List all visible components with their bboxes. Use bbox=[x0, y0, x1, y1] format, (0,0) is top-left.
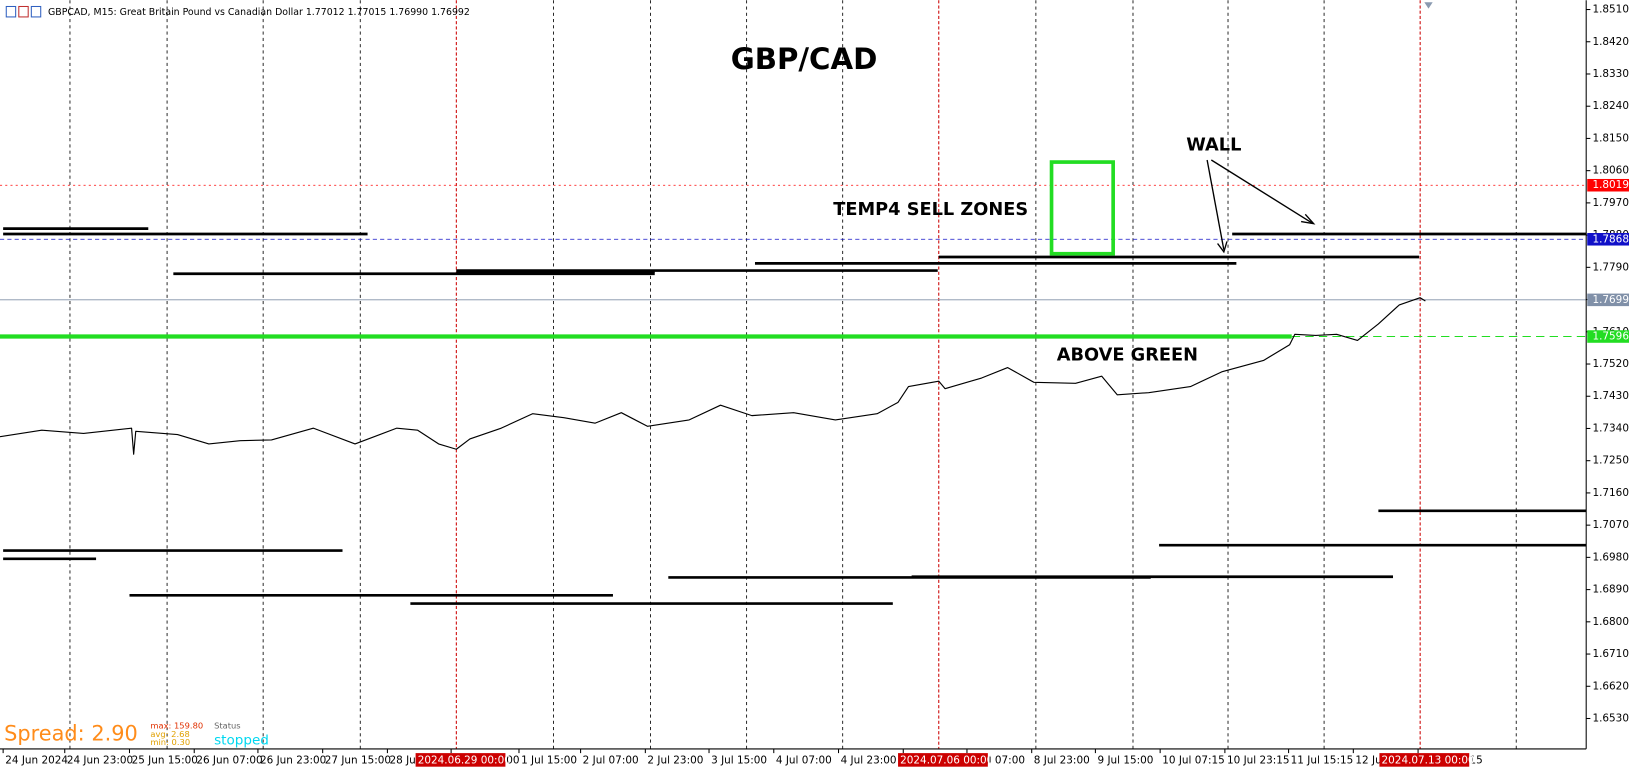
spread-avg: avg: 2.68 bbox=[150, 729, 189, 739]
x-tick-label: 26 Jun 07:00 bbox=[196, 754, 262, 766]
y-tick-label: 1.83300 bbox=[1592, 68, 1629, 80]
separator-label: 2024.07.13 00:00 bbox=[1382, 754, 1475, 766]
y-tick-label: 1.72500 bbox=[1592, 455, 1629, 467]
x-tick-label: 24 Jun 23:00 bbox=[67, 754, 133, 766]
y-tick-label: 1.75200 bbox=[1592, 358, 1629, 370]
price-tag-label: 1.75968 bbox=[1592, 331, 1629, 343]
y-tick-label: 1.70700 bbox=[1592, 519, 1629, 531]
y-tick-label: 1.84200 bbox=[1592, 36, 1629, 48]
x-tick-label: 10 Jul 07:15 bbox=[1162, 754, 1225, 766]
price-tag-label: 1.80193 bbox=[1592, 179, 1629, 191]
chart-title: GBP/CAD bbox=[731, 42, 878, 76]
y-tick-label: 1.73400 bbox=[1592, 422, 1629, 434]
sell-zone bbox=[1049, 160, 1115, 256]
x-tick-label: 4 Jul 07:00 bbox=[776, 754, 832, 766]
price-tag bbox=[1587, 178, 1629, 192]
spread: Spread: 2.90 bbox=[4, 721, 138, 745]
x-tick-label: 2 Jul 23:00 bbox=[647, 754, 703, 766]
separator-tag bbox=[415, 753, 506, 767]
price-tag bbox=[1587, 233, 1629, 246]
y-tick-label: 1.68900 bbox=[1592, 584, 1629, 596]
annotation: ABOVE GREEN bbox=[1057, 345, 1198, 365]
x-tick-label: 3 Jul 15:00 bbox=[711, 754, 767, 766]
status: stopped bbox=[214, 733, 269, 749]
x-tick-label: 11 Jul 15:15 bbox=[1291, 754, 1354, 766]
x-tick-label: 1 Jul 15:00 bbox=[521, 754, 577, 766]
icon bbox=[30, 5, 42, 18]
y-tick-label: 1.66200 bbox=[1592, 680, 1629, 692]
x-tick-label: 8 Jul 23:00 bbox=[1034, 754, 1090, 766]
spread-min: min: 0.30 bbox=[150, 737, 190, 747]
y-tick-label: 1.81500 bbox=[1592, 132, 1629, 144]
icon bbox=[18, 5, 29, 18]
arrows bbox=[1206, 159, 1316, 254]
annotation: TEMP4 SELL ZONES bbox=[833, 200, 1028, 220]
x-tick-label: 27 Jun 15:00 bbox=[325, 754, 391, 766]
y-tick-label: 1.69800 bbox=[1592, 551, 1629, 563]
symbol-info: GBPCAD, M15: Great Britain Pound vs Cana… bbox=[48, 7, 470, 18]
price-series bbox=[0, 297, 1426, 455]
x-tick-label: 9 Jul 15:00 bbox=[1097, 754, 1153, 766]
separator-tag bbox=[898, 753, 988, 767]
separator-label: 2024.06.29 00:00 bbox=[418, 754, 511, 766]
annotation: WALL bbox=[1186, 135, 1241, 155]
y-tick-label: 1.65300 bbox=[1592, 713, 1629, 725]
price-tag bbox=[1587, 293, 1629, 307]
y-tick-label: 1.74300 bbox=[1592, 390, 1629, 402]
price-tag-label: 1.78684 bbox=[1592, 233, 1629, 245]
x-tick-label: 10 Jul 23:15 bbox=[1227, 754, 1290, 766]
separator-tag bbox=[1379, 753, 1470, 767]
status-label: Status bbox=[214, 720, 241, 730]
x-tick-label: 2 Jul 07:00 bbox=[583, 754, 639, 766]
separator-label: 2024.07.06 00:00 bbox=[900, 754, 993, 766]
y-tick-label: 1.77900 bbox=[1592, 261, 1629, 273]
spread-max: max: 159.80 bbox=[150, 720, 203, 730]
y-tick-label: 1.79700 bbox=[1592, 197, 1629, 209]
y-tick-label: 1.85100 bbox=[1592, 4, 1629, 16]
price-tag-label: 1.76992 bbox=[1592, 294, 1629, 306]
price-tag bbox=[1587, 330, 1629, 343]
y-tick-label: 1.80600 bbox=[1592, 165, 1629, 177]
y-tick-label: 1.67100 bbox=[1592, 648, 1629, 660]
y-tick-label: 1.82400 bbox=[1592, 100, 1629, 112]
x-tick-label: 4 Jul 23:00 bbox=[841, 754, 897, 766]
marker bbox=[1424, 2, 1433, 9]
x-tick-label: 25 Jun 15:00 bbox=[132, 754, 198, 766]
y-tick-label: 1.71600 bbox=[1592, 487, 1629, 499]
x-tick-label: 24 Jun 2024 bbox=[5, 754, 68, 766]
x-tick-label: 26 Jun 23:00 bbox=[260, 754, 326, 766]
icon bbox=[5, 5, 17, 18]
y-tick-label: 1.68000 bbox=[1592, 616, 1629, 628]
